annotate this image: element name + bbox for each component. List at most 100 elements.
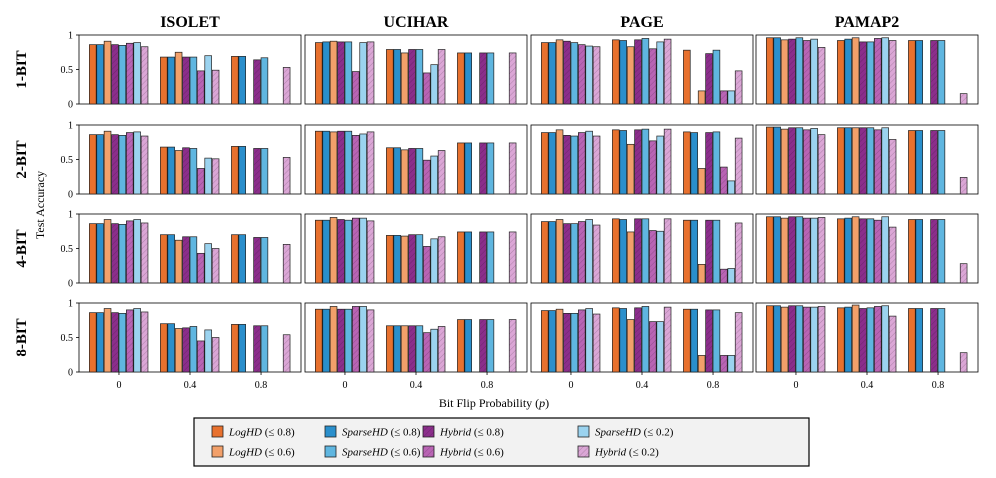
bar-loghd-0-8-p0-4 [837,40,845,105]
bar-hatch [664,39,671,104]
legend-swatch [211,445,224,458]
bar-sparsehd-0-2-p0-4 [204,157,212,195]
bar-sparsehd-0-6-p0-4 [189,326,198,373]
bar-sparsehd-0-8-p0-4 [167,146,175,195]
bar-sparsehd-0-6-p0-4 [415,325,424,373]
bar-sparsehd-0-8-p0-8 [915,40,923,105]
bar-hatch [720,90,728,104]
bar-sparsehd-0-8-p0 [322,219,330,284]
panel-1-bit-page [530,34,754,105]
bar-hatch [788,39,796,104]
bar-sparsehd-0-6-p0 [795,305,804,373]
legend-item-hybrid-0-6: Hybrid (≤ 0.6) [422,445,504,459]
y-tick-label: 0 [68,100,73,111]
bar-hatch [578,132,586,194]
y-tick-label: 0.5 [61,244,74,255]
bar-sparsehd-0-8-p0-8 [464,52,472,105]
bar-loghd-0-8-p0-8 [908,130,916,195]
bar-hatch [649,321,657,372]
bar-hatch [634,129,642,194]
legend-box [193,417,810,467]
bar-sparsehd-0-6-p0 [570,135,579,195]
bar-loghd-0-8-p0 [315,308,323,373]
bar-loghd-0-6-p0-8 [697,90,706,105]
bar-hatch [803,307,811,372]
column-title-ucihar: UCIHAR [384,14,449,31]
bar-loghd-0-8-p0-8 [683,49,691,105]
legend-label: LogHD (≤ 0.6) [228,447,295,459]
legend-item-loghd-0-6: LogHD (≤ 0.6) [211,445,295,459]
bar-sparsehd-0-6-p0-4 [866,127,875,195]
bar-sparsehd-0-8-p0-8 [690,132,698,195]
y-tick-label: 1 [68,31,73,42]
bar-hatch [111,134,119,194]
legend-item-hybrid-0-8: Hybrid (≤ 0.8) [422,425,504,439]
bar-loghd-0-6-p0-8 [697,355,706,373]
bar-hatch [337,219,345,283]
bar-loghd-0-8-p0-8 [231,324,239,373]
bar-hatch [889,316,896,372]
bar-hatch [438,326,445,372]
bar-hatch [960,93,968,104]
bar-loghd-0-8-p0-8 [457,142,465,195]
bar-hatch [930,308,938,372]
bar-hatch [818,217,825,283]
bar-hatch [593,225,600,283]
bar-sparsehd-0-2-p0-4 [204,55,212,105]
bar-sparsehd-0-2-p0 [585,130,593,195]
bar-sparsehd-0-8-p0-8 [915,308,923,373]
bar-loghd-0-6-p0-8 [697,168,706,195]
bar-hatch [593,136,600,194]
bar-hatch [563,223,571,283]
bar-loghd-0-6-p0-4 [400,325,409,373]
bar-hatch [337,309,345,372]
bar-sparsehd-0-2-p0 [585,45,593,105]
bar-sparsehd-0-2-p0-4 [656,230,664,284]
bar-loghd-0-8-p0 [541,42,549,105]
x-tick-label: 0 [568,380,573,391]
bar-hatch [111,312,119,372]
bar-loghd-0-8-p0-8 [457,231,465,284]
bar-hatch [705,309,713,372]
bar-sparsehd-0-2-p0 [585,219,593,284]
bar-sparsehd-0-8-p0-4 [619,219,627,284]
bar-sparsehd-0-8-p0-4 [619,40,627,105]
bar-hatch [253,325,261,372]
bar-sparsehd-0-6-p0 [118,224,127,284]
y-tick-label: 1 [68,121,73,132]
bar-sparsehd-0-8-p0-8 [464,319,472,373]
bar-sparsehd-0-2-p0 [133,131,141,195]
bar-hatch [960,263,968,283]
bar-loghd-0-8-p0-8 [908,40,916,105]
bar-hatch [578,309,586,372]
panel-4-bit-ucihar [304,213,528,284]
bar-hatch [735,70,743,104]
bar-loghd-0-8-p0-8 [457,319,465,373]
bar-sparsehd-0-8-p0-4 [393,49,401,105]
bar-sparsehd-0-6-p0 [570,313,579,373]
bar-loghd-0-6-p0-4 [626,319,635,373]
bar-hatch [212,337,219,372]
bar-hatch [352,135,360,194]
bar-sparsehd-0-6-p0-8 [937,308,946,373]
bar-hatch [352,218,360,283]
bar-sparsehd-0-6-p0-8 [260,148,269,195]
bar-loghd-0-6-p0 [103,40,112,105]
bar-sparsehd-0-6-p0-8 [486,52,495,105]
x-tick-label: 0 [116,380,121,391]
bar-loghd-0-8-p0 [766,305,774,373]
bar-sparsehd-0-6-p0-8 [486,142,495,195]
bar-sparsehd-0-6-p0-8 [486,319,495,373]
bar-sparsehd-0-8-p0 [96,223,104,284]
bar-hatch [818,47,825,104]
bar-hatch [818,306,825,372]
y-tick-label: 0 [68,368,73,379]
bar-sparsehd-0-6-p0-8 [712,219,721,284]
legend-swatch-hatch [423,446,434,457]
bar-sparsehd-0-8-p0 [773,305,781,373]
bar-sparsehd-0-6-p0-8 [937,130,946,195]
bar-hatch [634,39,642,104]
bar-loghd-0-8-p0 [315,42,323,105]
bar-sparsehd-0-8-p0 [96,312,104,373]
y-tick-label: 0.5 [61,333,74,344]
